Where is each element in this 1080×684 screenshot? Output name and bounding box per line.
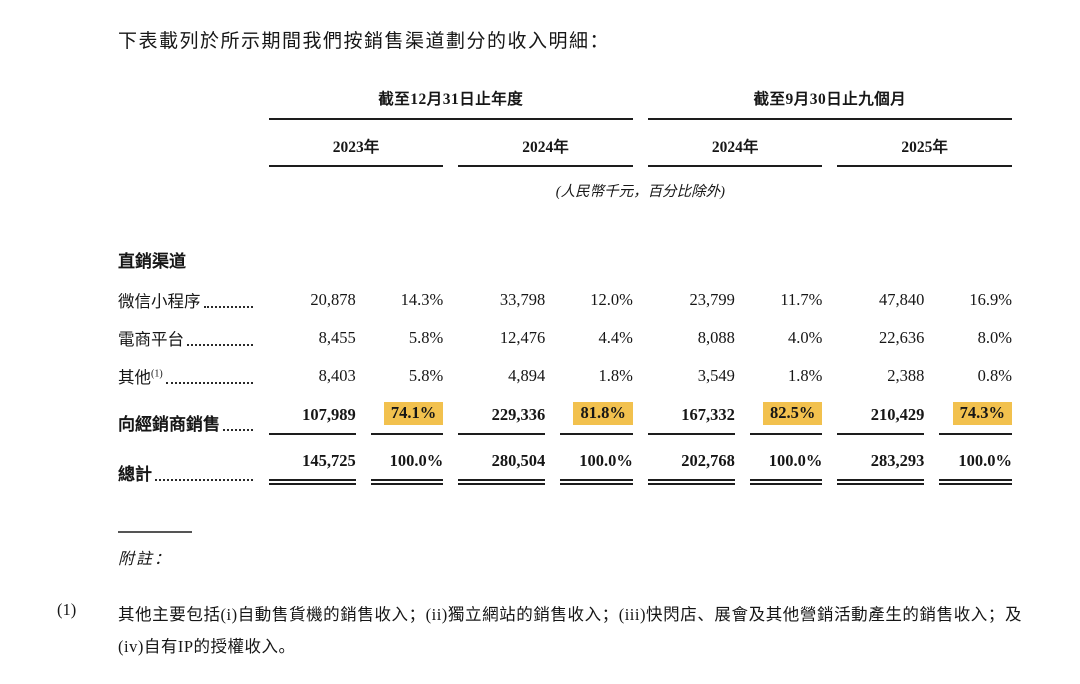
- total-amount-cell: 202,768: [647, 435, 735, 485]
- footnote-item: (1) 其他主要包括(i)自動售貨機的銷售收入；(ii)獨立網站的銷售收入；(i…: [57, 599, 1022, 663]
- amount-cell: 8,088: [697, 328, 735, 347]
- spacer-cell: [118, 87, 254, 120]
- percent-cell: 5.8%: [408, 366, 444, 385]
- percent-cell-highlighted: 74.1%: [370, 388, 444, 435]
- amount-cell: 12,476: [499, 328, 546, 347]
- amount-cell: 23,799: [689, 290, 735, 309]
- percent-cell: 0.8%: [977, 366, 1012, 385]
- highlight-box: 74.3%: [952, 402, 1012, 425]
- percent-cell-highlighted: 81.8%: [560, 388, 633, 435]
- spacer-cell: [118, 120, 254, 167]
- percent-cell: 4.4%: [598, 328, 633, 347]
- percent-cell: 14.3%: [400, 290, 444, 309]
- amount-cell: 229,336: [458, 388, 546, 435]
- total-percent-cell: 100.0%: [939, 435, 1012, 485]
- row-label-cell: 電商平台: [118, 312, 254, 350]
- year-header-2025-9m: 2025年: [837, 120, 1012, 167]
- unit-note: (人民幣千元，百分比除外): [555, 184, 725, 200]
- row-label: 向經銷商銷售: [118, 415, 220, 434]
- total-percent-cell: 100.0%: [370, 435, 444, 485]
- amount-cell: 3,549: [697, 366, 735, 385]
- row-label: 其他(1): [118, 364, 163, 388]
- amount-cell: 8,455: [318, 328, 356, 347]
- footnote-text: 其他主要包括(i)自動售貨機的銷售收入；(ii)獨立網站的銷售收入；(iii)快…: [118, 605, 1022, 657]
- dot-leader: [187, 344, 253, 346]
- table-row-sales-to-distributors: 向經銷商銷售 107,989 74.1% 229,336 81.8% 167,3…: [118, 388, 1012, 435]
- unit-note-row: (人民幣千元，百分比除外): [118, 167, 1012, 201]
- dot-leader: [155, 479, 253, 481]
- column-group-nine-months: 截至9月30日止九個月: [647, 87, 1012, 120]
- row-label-cell: 其他(1): [118, 350, 254, 388]
- total-amount-cell: 283,293: [837, 435, 925, 485]
- percent-cell: 4.0%: [788, 328, 823, 347]
- footnote-ref-superscript: (1): [151, 368, 163, 380]
- dot-leader: [165, 382, 253, 384]
- row-label-cell: 總計: [118, 435, 254, 485]
- percent-cell: 5.8%: [408, 328, 444, 347]
- year-header-2024: 2024年: [458, 120, 633, 167]
- percent-cell: 11.7%: [780, 290, 823, 309]
- amount-cell: 210,429: [837, 388, 925, 435]
- year-header-row: 2023年 2024年 2024年 2025年: [118, 120, 1012, 167]
- amount-cell: 167,332: [647, 388, 735, 435]
- percent-cell-highlighted: 82.5%: [749, 388, 823, 435]
- amount-cell: 47,840: [879, 290, 925, 309]
- page-content: 下表載列於所示期間我們按銷售渠道劃分的收入明細： 截至12月31日止年度 截至9…: [57, 26, 1022, 663]
- intro-paragraph: 下表載列於所示期間我們按銷售渠道劃分的收入明細：: [118, 31, 611, 52]
- dot-leader: [223, 429, 253, 431]
- column-group-header-row: 截至12月31日止年度 截至9月30日止九個月: [118, 87, 1012, 120]
- highlight-box: 81.8%: [573, 402, 633, 425]
- amount-cell: 22,636: [879, 328, 925, 347]
- highlight-box: 74.1%: [383, 402, 444, 425]
- amount-cell: 107,989: [268, 388, 356, 435]
- row-label: 電商平台: [118, 330, 184, 349]
- amount-cell: 33,798: [499, 290, 546, 309]
- amount-cell: 8,403: [318, 366, 356, 385]
- dot-leader: [203, 306, 253, 308]
- amount-cell: 4,894: [508, 366, 546, 385]
- row-label: 總計: [118, 465, 152, 484]
- year-header-2023: 2023年: [268, 120, 444, 167]
- notes-heading: 附註：: [118, 551, 173, 568]
- footnote-marker: (1): [57, 600, 77, 619]
- section-header-row: 直銷渠道: [118, 201, 1012, 274]
- percent-cell-highlighted: 74.3%: [939, 388, 1012, 435]
- table-row-others: 其他(1) 8,403 5.8% 4,894 1.8% 3,549 1.8% 2…: [118, 350, 1012, 388]
- percent-cell: 1.8%: [788, 366, 823, 385]
- row-label-cell: 微信小程序: [118, 274, 254, 312]
- percent-cell: 12.0%: [590, 290, 633, 309]
- table-row-total: 總計 145,725 100.0% 280,504 100.0% 202,768…: [118, 435, 1012, 485]
- total-percent-cell: 100.0%: [749, 435, 823, 485]
- table-row-wechat-mini-program: 微信小程序 20,878 14.3% 33,798 12.0% 23,799 1…: [118, 274, 1012, 312]
- percent-cell: 16.9%: [969, 290, 1012, 309]
- row-label: 微信小程序: [118, 292, 201, 311]
- highlight-box: 82.5%: [763, 402, 823, 425]
- row-label-text: 其他: [118, 368, 151, 387]
- percent-cell: 8.0%: [977, 328, 1012, 347]
- total-amount-cell: 280,504: [458, 435, 546, 485]
- amount-cell: 2,388: [887, 366, 925, 385]
- row-label-cell: 向經銷商銷售: [118, 388, 254, 435]
- revenue-by-channel-table: 截至12月31日止年度 截至9月30日止九個月 2023年 2024年 2024…: [103, 87, 1027, 485]
- year-header-2024-9m: 2024年: [647, 120, 823, 167]
- table-row-ecommerce-platform: 電商平台 8,455 5.8% 12,476 4.4% 8,088 4.0% 2…: [118, 312, 1012, 350]
- percent-cell: 1.8%: [598, 366, 633, 385]
- spacer-cell: [118, 167, 254, 201]
- total-percent-cell: 100.0%: [560, 435, 633, 485]
- total-amount-cell: 145,725: [268, 435, 356, 485]
- section-header-direct-channels: 直銷渠道: [118, 252, 186, 271]
- notes-divider: [118, 531, 192, 533]
- column-group-annual: 截至12月31日止年度: [268, 87, 633, 120]
- amount-cell: 20,878: [310, 290, 356, 309]
